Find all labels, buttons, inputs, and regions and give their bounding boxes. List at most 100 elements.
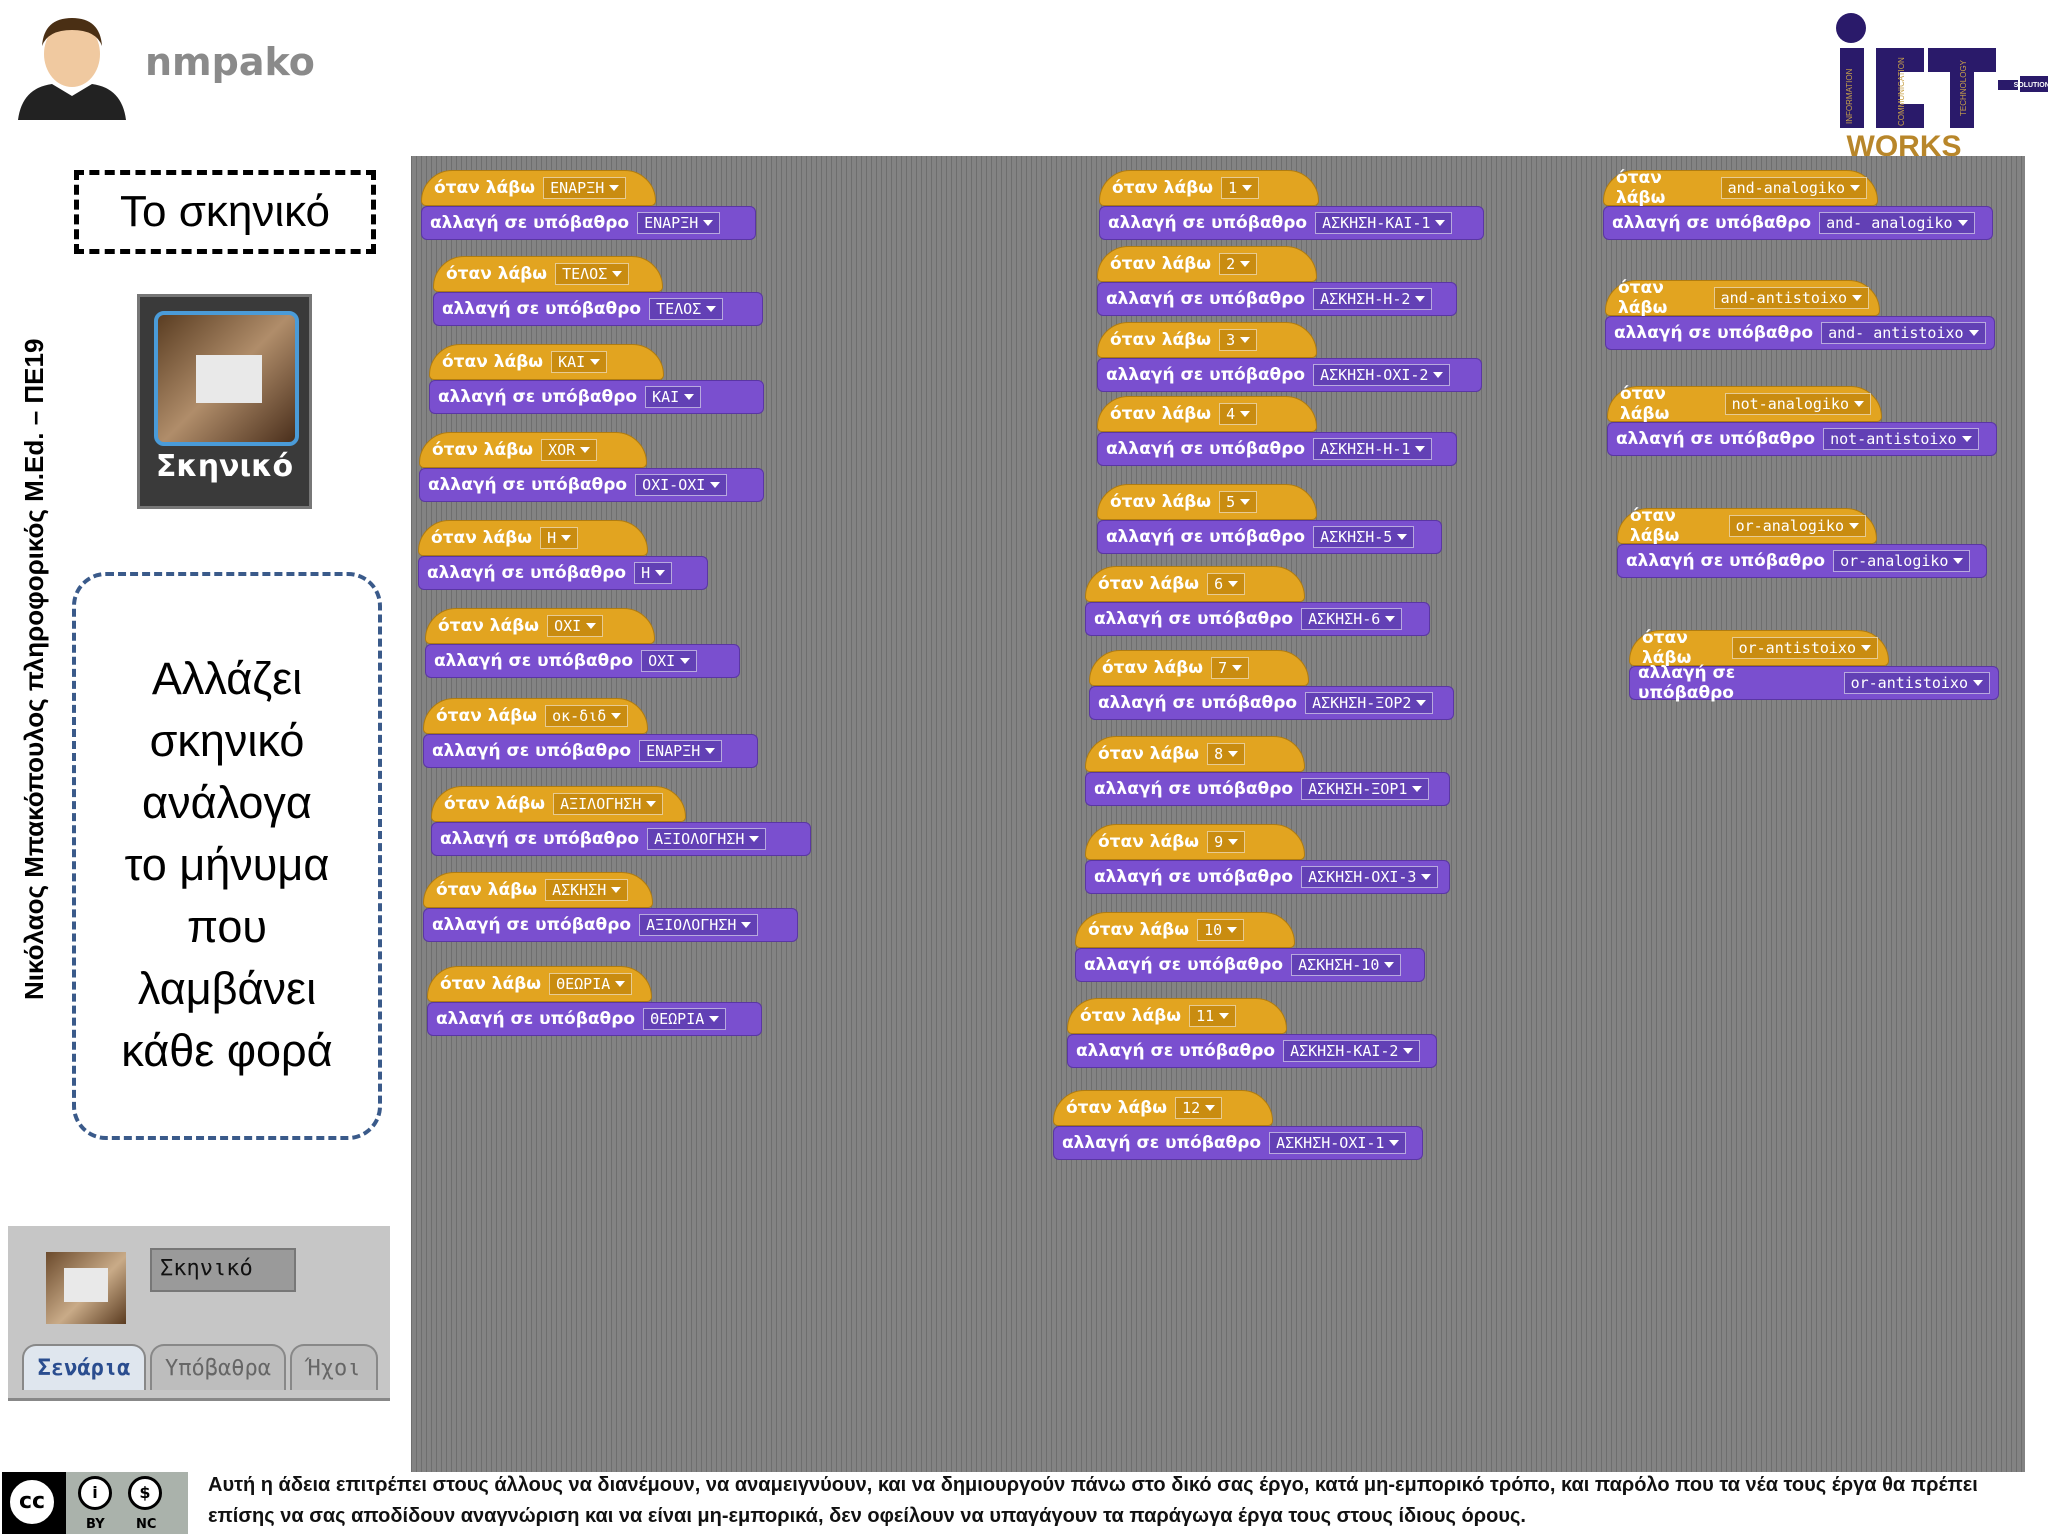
message-dropdown[interactable]: οκ-διδ [545,705,629,727]
backdrop-dropdown[interactable]: ΑΣΚΗΣΗ-ΞΟΡ2 [1305,692,1434,714]
script-block[interactable]: όταν λάβω XOR αλλαγή σε υπόβαθρο ΟΧΙ-ΟΧΙ [419,432,764,502]
when-receive-hat-block[interactable]: όταν λάβω 3 [1097,322,1317,358]
script-block[interactable]: όταν λάβω ΑΣΚΗΣΗ αλλαγή σε υπόβαθρο ΑΞΙΟΛΟΓ… [423,872,798,942]
script-block[interactable]: όταν λάβω ΟΧΙ αλλαγή σε υπόβαθρο ΟΧΙ [425,608,740,678]
switch-backdrop-block[interactable]: αλλαγή σε υπόβαθρο ΑΣΚΗΣΗ-Η-1 [1097,432,1457,466]
when-receive-hat-block[interactable]: όταν λάβω 9 [1085,824,1305,860]
switch-backdrop-block[interactable]: αλλαγή σε υπόβαθρο Η [418,556,708,590]
when-receive-hat-block[interactable]: όταν λάβω ΤΕΛΟΣ [433,256,663,292]
message-dropdown[interactable]: ΚΑΙ [551,351,608,373]
message-dropdown[interactable]: 11 [1189,1005,1237,1027]
switch-backdrop-block[interactable]: αλλαγή σε υπόβαθρο ΑΣΚΗΣΗ-ΟΧΙ-2 [1097,358,1482,392]
script-block[interactable]: όταν λάβω and-analogiko αλλαγή σε υπόβαθρο… [1603,168,1993,240]
script-block[interactable]: όταν λάβω 1 αλλαγή σε υπόβαθρο ΑΣΚΗΣΗ-ΚΑΙ-1 [1099,170,1484,240]
switch-backdrop-block[interactable]: αλλαγή σε υπόβαθρο ΑΞΙΟΛΟΓΗΣΗ [431,822,811,856]
backdrop-dropdown[interactable]: ΑΣΚΗΣΗ-ΞΟΡ1 [1301,778,1430,800]
message-dropdown[interactable]: 9 [1207,831,1246,853]
when-receive-hat-block[interactable]: όταν λάβω or-antistoixo [1629,628,1889,668]
script-block[interactable]: όταν λάβω ΘΕΩΡΙΑ αλλαγή σε υπόβαθρο ΘΕΩΡΙΑ [427,966,762,1036]
switch-backdrop-block[interactable]: αλλαγή σε υπόβαθρο ΑΣΚΗΣΗ-ΚΑΙ-2 [1067,1034,1437,1068]
backdrop-dropdown[interactable]: ΑΞΙΟΛΟΓΗΣΗ [639,914,759,936]
script-block[interactable]: όταν λάβω ΚΑΙ αλλαγή σε υπόβαθρο ΚΑΙ [429,344,764,414]
message-dropdown[interactable]: and-analogiko [1720,177,1867,199]
message-dropdown[interactable]: 2 [1219,253,1258,275]
when-receive-hat-block[interactable]: όταν λάβω 12 [1053,1090,1273,1126]
when-receive-hat-block[interactable]: όταν λάβω or-analogiko [1617,506,1877,546]
switch-backdrop-block[interactable]: αλλαγή σε υπόβαθρο ΕΝΑΡΞΗ [421,206,756,240]
backdrop-dropdown[interactable]: ΑΣΚΗΣΗ-10 [1291,954,1402,976]
switch-backdrop-block[interactable]: αλλαγή σε υπόβαθρο ΕΝΑΡΞΗ [423,734,758,768]
script-block[interactable]: όταν λάβω 11 αλλαγή σε υπόβαθρο ΑΣΚΗΣΗ-ΚΑΙ-… [1067,998,1437,1068]
switch-backdrop-block[interactable]: αλλαγή σε υπόβαθρο ΑΣΚΗΣΗ-6 [1085,602,1430,636]
when-receive-hat-block[interactable]: όταν λάβω 6 [1085,566,1305,602]
message-dropdown[interactable]: ΑΞΙΛΟΓΗΣΗ [553,793,664,815]
script-block[interactable]: όταν λάβω 7 αλλαγή σε υπόβαθρο ΑΣΚΗΣΗ-ΞΟΡ2 [1089,650,1454,720]
when-receive-hat-block[interactable]: όταν λάβω ΑΣΚΗΣΗ [423,872,653,908]
when-receive-hat-block[interactable]: όταν λάβω 5 [1097,484,1317,520]
backdrop-dropdown[interactable]: ΕΝΑΡΞΗ [637,212,721,234]
message-dropdown[interactable]: 7 [1211,657,1250,679]
when-receive-hat-block[interactable]: όταν λάβω ΘΕΩΡΙΑ [427,966,652,1002]
script-block[interactable]: όταν λάβω οκ-διδ αλλαγή σε υπόβαθρο ΕΝΑΡΞΗ [423,698,758,768]
backdrop-dropdown[interactable]: or-analogiko [1833,550,1971,572]
backdrop-dropdown[interactable]: or-antistoixo [1843,672,1990,694]
switch-backdrop-block[interactable]: αλλαγή σε υπόβαθρο ΘΕΩΡΙΑ [427,1002,762,1036]
backdrop-dropdown[interactable]: ΑΣΚΗΣΗ-ΟΧΙ-3 [1301,866,1439,888]
switch-backdrop-block[interactable]: αλλαγή σε υπόβαθρο ΑΣΚΗΣΗ-ΚΑΙ-1 [1099,206,1484,240]
message-dropdown[interactable]: ΕΝΑΡΞΗ [543,177,627,199]
when-receive-hat-block[interactable]: όταν λάβω ΑΞΙΛΟΓΗΣΗ [431,786,686,822]
script-block[interactable]: όταν λάβω 5 αλλαγή σε υπόβαθρο ΑΣΚΗΣΗ-5 [1097,484,1442,554]
switch-backdrop-block[interactable]: αλλαγή σε υπόβαθρο ΑΣΚΗΣΗ-ΟΧΙ-1 [1053,1126,1423,1160]
script-block[interactable]: όταν λάβω or-analogiko αλλαγή σε υπόβαθρο o… [1617,506,1987,578]
when-receive-hat-block[interactable]: όταν λάβω Η [418,520,648,556]
when-receive-hat-block[interactable]: όταν λάβω XOR [419,432,647,468]
switch-backdrop-block[interactable]: αλλαγή σε υπόβαθρο ΑΞΙΟΛΟΓΗΣΗ [423,908,798,942]
switch-backdrop-block[interactable]: αλλαγή σε υπόβαθρο or-analogiko [1617,544,1987,578]
script-block[interactable]: όταν λάβω 12 αλλαγή σε υπόβαθρο ΑΣΚΗΣΗ-ΟΧΙ-… [1053,1090,1423,1160]
tab-sounds[interactable]: Ήχοι [290,1344,378,1390]
switch-backdrop-block[interactable]: αλλαγή σε υπόβαθρο or-antistoixo [1629,663,1999,703]
when-receive-hat-block[interactable]: όταν λάβω and-analogiko [1603,168,1878,208]
script-block[interactable]: όταν λάβω 9 αλλαγή σε υπόβαθρο ΑΣΚΗΣΗ-ΟΧΙ-3 [1085,824,1450,894]
backdrop-dropdown[interactable]: ΕΝΑΡΞΗ [639,740,723,762]
backdrop-dropdown[interactable]: ΑΣΚΗΣΗ-Η-2 [1313,288,1433,310]
switch-backdrop-block[interactable]: αλλαγή σε υπόβαθρο ΑΣΚΗΣΗ-ΞΟΡ2 [1089,686,1454,720]
message-dropdown[interactable]: not-analogiko [1724,393,1871,415]
script-block[interactable]: όταν λάβω 6 αλλαγή σε υπόβαθρο ΑΣΚΗΣΗ-6 [1085,566,1430,636]
backdrop-dropdown[interactable]: and- antistoixo [1821,322,1986,344]
script-block[interactable]: όταν λάβω ΕΝΑΡΞΗ αλλαγή σε υπόβαθρο ΕΝΑΡΞΗ [421,170,756,240]
backdrop-dropdown[interactable]: ΚΑΙ [645,386,702,408]
script-block[interactable]: όταν λάβω 4 αλλαγή σε υπόβαθρο ΑΣΚΗΣΗ-Η-1 [1097,396,1457,466]
sprite-thumbnail[interactable] [46,1252,126,1324]
backdrop-dropdown[interactable]: ΑΣΚΗΣΗ-ΚΑΙ-2 [1283,1040,1421,1062]
when-receive-hat-block[interactable]: όταν λάβω 2 [1097,246,1317,282]
message-dropdown[interactable]: XOR [541,439,598,461]
switch-backdrop-block[interactable]: αλλαγή σε υπόβαθρο ΑΣΚΗΣΗ-5 [1097,520,1442,554]
switch-backdrop-block[interactable]: αλλαγή σε υπόβαθρο ΑΣΚΗΣΗ-10 [1075,948,1425,982]
switch-backdrop-block[interactable]: αλλαγή σε υπόβαθρο ΑΣΚΗΣΗ-ΟΧΙ-3 [1085,860,1450,894]
backdrop-dropdown[interactable]: Η [634,562,673,584]
switch-backdrop-block[interactable]: αλλαγή σε υπόβαθρο not-antistoixo [1607,422,1997,456]
message-dropdown[interactable]: Η [540,527,579,549]
message-dropdown[interactable]: ΟΧΙ [547,615,604,637]
tab-costumes[interactable]: Υπόβαθρα [150,1344,286,1390]
message-dropdown[interactable]: 4 [1219,403,1258,425]
stage-thumbnail[interactable]: Σκηνικό [137,294,312,509]
when-receive-hat-block[interactable]: όταν λάβω ΟΧΙ [425,608,655,644]
backdrop-dropdown[interactable]: ΤΕΛΟΣ [649,298,724,320]
message-dropdown[interactable]: or-analogiko [1728,515,1866,537]
switch-backdrop-block[interactable]: αλλαγή σε υπόβαθρο ΟΧΙ [425,644,740,678]
when-receive-hat-block[interactable]: όταν λάβω οκ-διδ [423,698,648,734]
script-block[interactable]: όταν λάβω 2 αλλαγή σε υπόβαθρο ΑΣΚΗΣΗ-Η-2 [1097,246,1457,316]
switch-backdrop-block[interactable]: αλλαγή σε υπόβαθρο ΑΣΚΗΣΗ-ΞΟΡ1 [1085,772,1450,806]
when-receive-hat-block[interactable]: όταν λάβω 7 [1089,650,1309,686]
backdrop-dropdown[interactable]: ΑΣΚΗΣΗ-ΟΧΙ-1 [1269,1132,1407,1154]
when-receive-hat-block[interactable]: όταν λάβω 10 [1075,912,1295,948]
script-block[interactable]: όταν λάβω ΑΞΙΛΟΓΗΣΗ αλλαγή σε υπόβαθρο ΑΞΙΟ… [431,786,811,856]
script-block[interactable]: όταν λάβω and-antistoixo αλλαγή σε υπόβαθρ… [1605,278,1995,350]
message-dropdown[interactable]: ΘΕΩΡΙΑ [549,973,633,995]
backdrop-dropdown[interactable]: ΑΞΙΟΛΟΓΗΣΗ [647,828,767,850]
scripts-area[interactable]: όταν λάβω ΕΝΑΡΞΗ αλλαγή σε υπόβαθρο ΕΝΑΡΞΗ ό… [411,156,2025,1472]
message-dropdown[interactable]: and-antistoixo [1713,287,1869,309]
